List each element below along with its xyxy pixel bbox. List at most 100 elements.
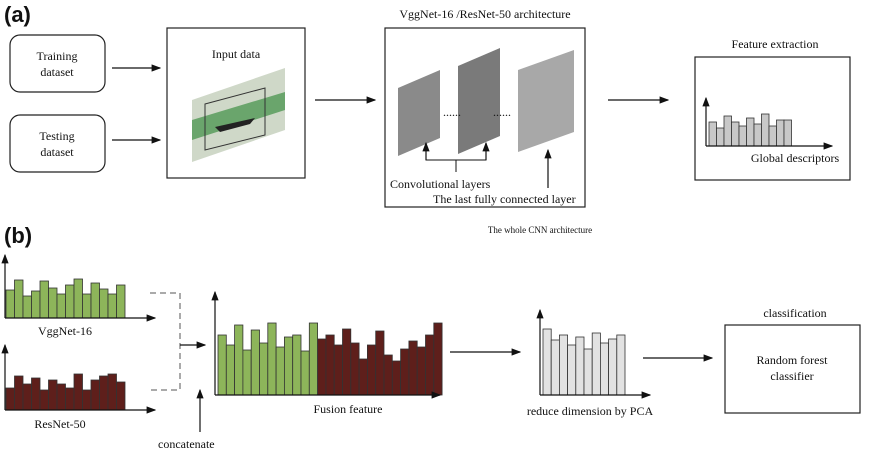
hist-bar — [592, 333, 600, 395]
hist-bar — [568, 345, 576, 395]
hist-bar — [417, 347, 425, 395]
testing-box — [10, 115, 105, 172]
hist-bar — [117, 382, 126, 410]
hist-bar — [732, 122, 740, 146]
histogram — [5, 255, 155, 318]
hist-bar — [551, 340, 559, 395]
hist-bar — [284, 337, 292, 395]
hist-bar — [243, 350, 251, 395]
hist-bar — [384, 355, 392, 395]
hist-bar — [376, 331, 384, 395]
hist-bar — [6, 290, 15, 318]
hist-bar — [334, 345, 342, 395]
hist-bar — [392, 361, 400, 395]
hist-bar — [717, 128, 725, 146]
hist-bar — [747, 118, 755, 146]
hist-bar — [251, 330, 259, 395]
line: dataset — [40, 65, 74, 79]
hist-bar — [724, 116, 732, 146]
hist-bar — [268, 323, 276, 395]
hist-bar — [218, 335, 226, 395]
hist-bar — [32, 378, 41, 410]
hist-bar — [49, 380, 58, 410]
cnn-caption: The whole CNN architecture — [488, 225, 592, 235]
training-box — [10, 35, 105, 92]
page: (a) Training dataset Testing dataset Input… — [0, 0, 869, 457]
histogram — [540, 310, 650, 395]
hist-bar — [117, 285, 126, 318]
hist-bar — [576, 337, 584, 395]
hist-bar — [777, 120, 785, 146]
vgg-label: VggNet-16 — [38, 324, 92, 338]
hist-bar — [409, 341, 417, 395]
hist-bar — [359, 359, 367, 395]
hist-bar — [23, 384, 32, 410]
hist-bar — [784, 120, 792, 146]
concat-bracket — [150, 293, 180, 390]
hist-bar — [326, 335, 334, 395]
hist-bar — [754, 124, 762, 146]
hist-bar — [91, 283, 100, 318]
hist-bar — [617, 335, 625, 395]
hist-bar — [351, 343, 359, 395]
figure: (a) Training dataset Testing dataset Input… — [0, 0, 869, 457]
hist-bar — [6, 388, 15, 410]
hist-bar — [100, 376, 109, 410]
hist-bar — [739, 126, 747, 146]
hist-bar — [23, 296, 32, 318]
hist-bar — [235, 325, 243, 395]
hist-bar — [108, 374, 117, 410]
histogram — [5, 345, 155, 410]
line: Random forest — [757, 353, 829, 367]
hist-bar — [57, 384, 66, 410]
hist-bar — [343, 329, 351, 395]
conv-layer — [458, 48, 500, 154]
hist-bar — [66, 388, 75, 410]
resnet-label: ResNet-50 — [34, 417, 85, 431]
hist-bar — [108, 294, 117, 318]
conv-label: Convolutional layers — [390, 177, 491, 191]
cnn-title: VggNet-16 /ResNet-50 architecture — [399, 7, 570, 21]
fusion-label: Fusion feature — [314, 402, 383, 416]
hist-bar — [600, 343, 608, 395]
hist-bar — [83, 294, 92, 318]
hist-bar — [100, 289, 109, 318]
hist-bar — [15, 376, 24, 410]
line: classifier — [770, 369, 813, 383]
line: Training — [37, 49, 78, 63]
hist-bar — [301, 351, 309, 395]
hist-bar — [584, 349, 592, 395]
hist-bar — [309, 323, 317, 395]
line: Testing — [39, 129, 74, 143]
hist-bar — [74, 374, 83, 410]
hist-bar — [609, 339, 617, 395]
hist-bar — [226, 345, 234, 395]
fc-label: The last fully connected layer — [433, 192, 576, 206]
class-title: classification — [763, 306, 826, 320]
hist-bar — [709, 122, 717, 146]
hist-bar — [293, 335, 301, 395]
hist-bar — [40, 390, 49, 410]
hist-bar — [15, 280, 24, 318]
hist-bar — [367, 345, 375, 395]
dots: ...... — [443, 105, 461, 119]
hist-bar — [543, 329, 551, 395]
line: dataset — [40, 145, 74, 159]
hist-bar — [260, 343, 268, 395]
descriptor-label: Global descriptors — [751, 151, 840, 165]
hist-bar — [49, 288, 58, 318]
hist-bar — [559, 335, 567, 395]
hist-bar — [401, 349, 409, 395]
pca-label: reduce dimension by PCA — [527, 404, 654, 418]
panel-label: (a) — [4, 2, 31, 27]
dots: ...... — [493, 105, 511, 119]
hist-bar — [426, 335, 434, 395]
panel-label: (b) — [4, 223, 32, 248]
hist-bar — [40, 281, 49, 318]
hist-bar — [32, 291, 41, 318]
hist-bar — [57, 294, 66, 318]
hist-bar — [318, 339, 326, 395]
hist-bar — [434, 323, 442, 395]
input-title: Input data — [212, 47, 261, 61]
hist-bar — [762, 114, 770, 146]
